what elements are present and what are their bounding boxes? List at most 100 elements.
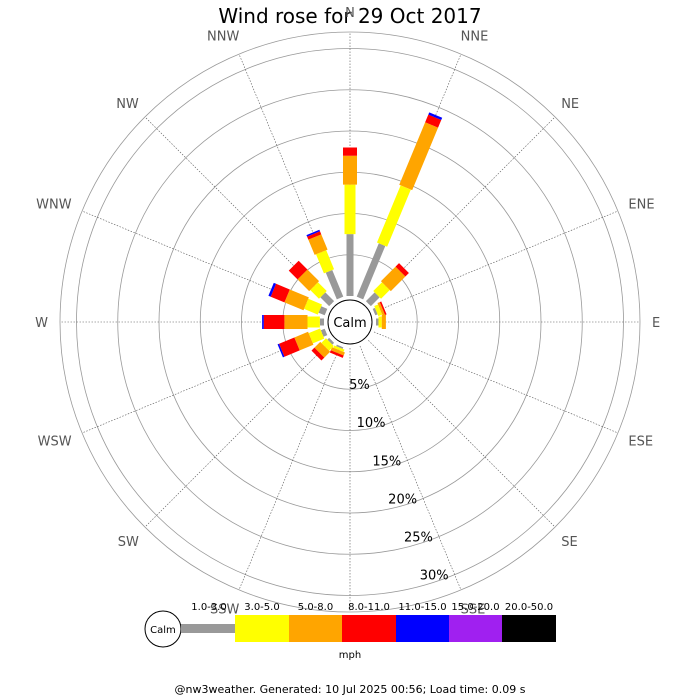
spoke-sse xyxy=(359,345,462,591)
bar-ene-bin2 xyxy=(374,304,383,317)
bar-ene-bin3 xyxy=(377,302,386,316)
bar-nnw-bin1 xyxy=(325,269,344,300)
legend-swatch-6 xyxy=(449,615,502,642)
bar-sw-bin3 xyxy=(314,341,331,358)
spoke-nne xyxy=(359,53,462,299)
bar-nne-bin5 xyxy=(428,112,443,121)
direction-label-sse: SSE xyxy=(461,602,486,617)
bar-nnw-bin2 xyxy=(316,250,335,274)
direction-label-n: N xyxy=(345,6,355,21)
bar-nnw-bin3 xyxy=(308,234,328,255)
grid-circle xyxy=(117,89,583,555)
direction-label-wsw: WSW xyxy=(38,435,72,450)
radial-tick-5: 25% xyxy=(404,531,433,546)
bar-wsw-bin4 xyxy=(279,337,300,357)
bar-wnw-bin5 xyxy=(268,282,277,297)
footer-text: @nw3weather. Generated: 10 Jul 2025 00:5… xyxy=(174,683,526,696)
spoke-ese xyxy=(373,331,619,434)
radial-tick-1: 5% xyxy=(349,378,370,393)
bar-ssw-bin2 xyxy=(333,345,345,352)
bar-nnw-bin4 xyxy=(307,231,322,240)
direction-label-sw: SW xyxy=(118,535,139,550)
bar-ne-bin2 xyxy=(373,282,390,299)
spoke-sw xyxy=(144,340,332,528)
speed-legend: Calm 1.0-3.0 3.0-5.0 5.0-8.0 8.0-11.0 11.0-15… xyxy=(144,602,556,661)
bar-ne-bin3 xyxy=(380,266,406,292)
legend-swatch-3 xyxy=(289,615,342,642)
radial-tick-2: 10% xyxy=(357,416,386,431)
spoke-ssw xyxy=(238,345,341,591)
legend-label-2: 3.0-5.0 xyxy=(244,602,279,613)
spoke-wsw xyxy=(81,331,327,434)
bar-wnw-bin4 xyxy=(270,283,290,303)
chart-title: Wind rose for 29 Oct 2017 xyxy=(218,4,482,28)
legend-calm-label: Calm xyxy=(150,625,176,636)
spoke-ene xyxy=(373,210,619,313)
legend-swatch-5 xyxy=(396,615,449,642)
direction-label-nne: NNE xyxy=(461,30,489,45)
spoke-wnw xyxy=(81,210,327,313)
bar-ene-bin4 xyxy=(379,301,387,316)
legend-label-5: 11.0-15.0 xyxy=(398,602,446,613)
legend-swatch-4 xyxy=(342,615,396,642)
bar-nnw-bin5 xyxy=(306,229,320,237)
bar-sw-bin1 xyxy=(327,337,335,345)
bar-nw-bin3 xyxy=(297,269,320,292)
direction-label-wnw: WNW xyxy=(36,197,72,212)
bar-wnw-bin3 xyxy=(284,289,309,311)
bar-nw-bin2 xyxy=(310,282,327,299)
radial-tick-4: 20% xyxy=(388,492,417,507)
bar-nne-bin4 xyxy=(425,114,442,128)
calm-circle xyxy=(327,299,373,345)
bar-wsw-bin2 xyxy=(308,328,325,344)
bar-nne-bin2 xyxy=(376,185,411,247)
legend-swatch-1 xyxy=(181,624,235,633)
bar-wsw-bin5 xyxy=(277,343,285,358)
spoke-ne xyxy=(368,116,556,304)
direction-label-ssw: SSW xyxy=(210,602,240,617)
direction-label-ene: ENE xyxy=(628,197,654,212)
bar-wnw-bin1 xyxy=(318,306,328,316)
direction-label-e: E xyxy=(652,316,660,331)
legend-label-1: 1.0-3.0 xyxy=(191,602,226,613)
radial-tick-3: 15% xyxy=(372,454,401,469)
bar-wnw-bin2 xyxy=(304,298,322,315)
bar-nw-bin1 xyxy=(320,292,335,307)
bar-ssw-bin3 xyxy=(330,347,345,356)
spoke-se xyxy=(368,340,556,528)
legend-label-7: 20.0-50.0 xyxy=(505,602,553,613)
bar-wsw-bin3 xyxy=(294,331,314,351)
legend-swatch-2 xyxy=(235,615,289,642)
direction-label-w: W xyxy=(35,316,48,331)
direction-label-nnw: NNW xyxy=(207,30,239,45)
radial-tick-6: 30% xyxy=(420,569,449,584)
direction-label-se: SE xyxy=(561,535,577,550)
grid-outer-circle xyxy=(59,31,641,613)
direction-label-ese: ESE xyxy=(628,435,653,450)
wind-bars xyxy=(262,112,443,361)
bar-ene-bin1 xyxy=(372,307,378,316)
bar-sw-bin4 xyxy=(311,347,325,361)
spoke-nnw xyxy=(238,53,341,299)
bar-ne-bin4 xyxy=(395,263,409,277)
bar-ne-bin1 xyxy=(365,292,380,307)
legend-units: mph xyxy=(339,650,361,661)
radial-tick-labels: 5% 10% 15% 20% 25% 30% xyxy=(349,378,449,584)
calm-center: Calm xyxy=(327,299,373,345)
bar-ssw-bin1 xyxy=(336,344,344,349)
direction-label-ne: NE xyxy=(561,97,579,112)
legend-swatch-7 xyxy=(502,615,556,642)
legend-label-6: 15.0-20.0 xyxy=(451,602,499,613)
bar-nne-bin3 xyxy=(399,122,439,191)
spoke-nw xyxy=(144,116,332,304)
calm-label: Calm xyxy=(333,316,366,331)
bar-sw-bin2 xyxy=(321,338,334,351)
legend-label-3: 5.0-8.0 xyxy=(298,602,333,613)
bar-nne-bin1 xyxy=(356,243,386,300)
bar-wsw-bin1 xyxy=(320,328,328,337)
direction-label-nw: NW xyxy=(116,97,139,112)
legend-label-4: 8.0-11.0 xyxy=(348,602,390,613)
bar-ssw-bin4 xyxy=(329,350,344,358)
bar-nw-bin4 xyxy=(288,260,308,280)
